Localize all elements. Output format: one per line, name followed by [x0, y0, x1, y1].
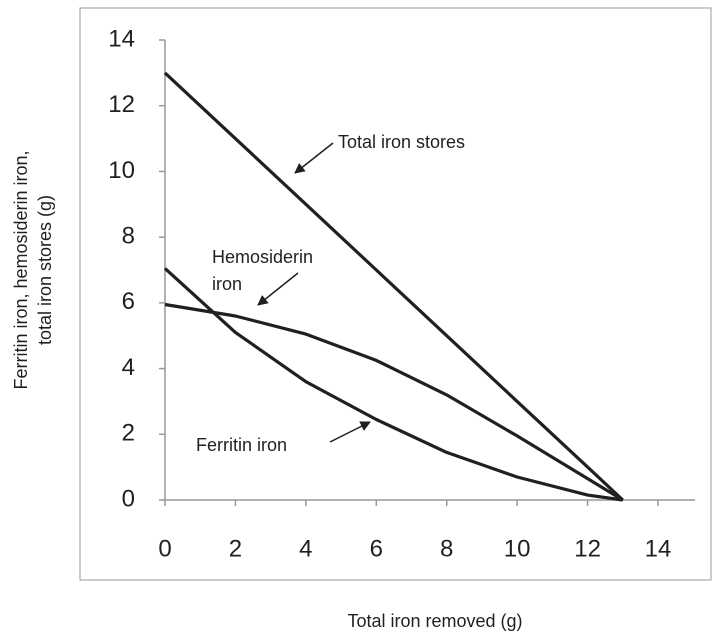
y-axis-label: Ferritin iron, hemosiderin iron,	[11, 150, 31, 389]
x-tick-label: 6	[370, 535, 383, 562]
annotation: Ferritin iron	[196, 435, 287, 455]
x-tick-label: 12	[574, 535, 601, 562]
x-tick-label: 0	[158, 535, 171, 562]
x-tick-label: 2	[229, 535, 242, 562]
y-tick-label: 12	[108, 91, 135, 118]
annotation: Total iron stores	[338, 132, 465, 152]
x-tick-label: 10	[504, 535, 531, 562]
x-tick-label: 8	[440, 535, 453, 562]
y-tick-label: 4	[122, 354, 135, 381]
annotation-arrow	[329, 421, 371, 443]
x-tick-label: 4	[299, 535, 312, 562]
annotation-arrow	[257, 272, 299, 306]
y-tick-label: 10	[108, 157, 135, 184]
y-tick-label: 2	[122, 420, 135, 447]
series-line	[163, 267, 624, 502]
x-axis-label: Total iron removed (g)	[347, 611, 522, 631]
annotation: Hemosiderin	[212, 247, 313, 267]
annotation: iron	[212, 274, 242, 294]
y-tick-label: 14	[108, 25, 135, 52]
series-line	[163, 71, 624, 502]
y-tick-label: 6	[122, 288, 135, 315]
x-tick-label: 14	[645, 535, 672, 562]
series-line	[164, 302, 624, 502]
y-axis-label: total iron stores (g)	[35, 195, 55, 345]
annotation-arrow	[294, 142, 334, 174]
y-tick-label: 0	[122, 485, 135, 512]
y-tick-label: 8	[122, 222, 135, 249]
frame	[79, 7, 712, 581]
